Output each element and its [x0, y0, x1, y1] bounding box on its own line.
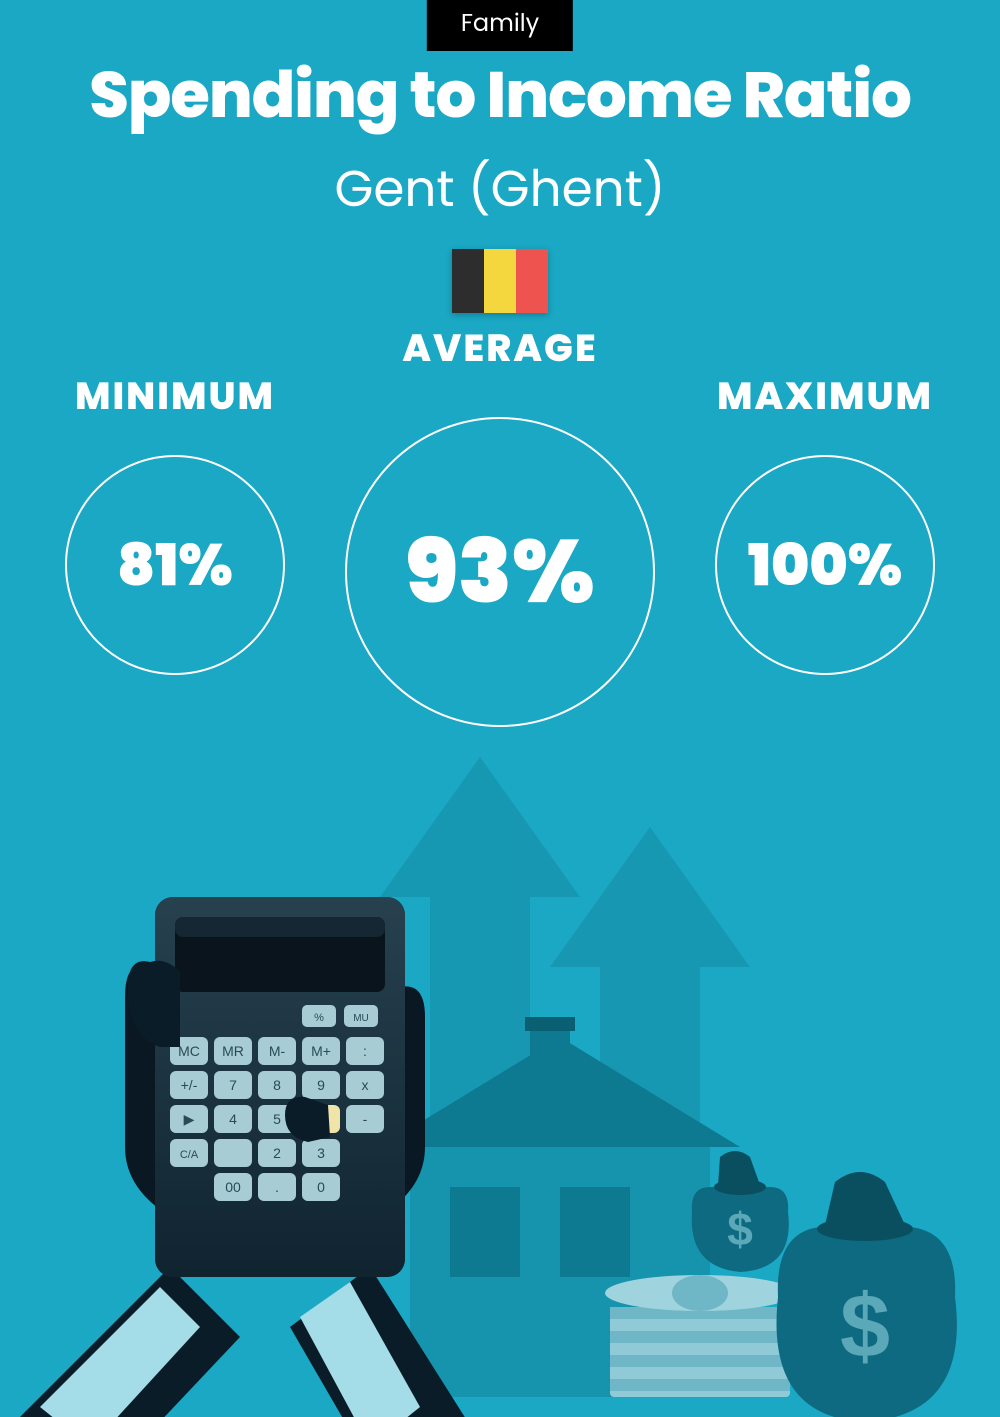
svg-text:-: - [363, 1111, 368, 1127]
svg-text:$: $ [727, 1203, 753, 1255]
svg-text:M-: M- [269, 1043, 286, 1059]
svg-text:2: 2 [273, 1145, 281, 1161]
minimum-label: MINIMUM [75, 368, 275, 425]
average-label: AVERAGE [402, 320, 597, 377]
svg-text:x: x [362, 1077, 369, 1093]
page-subtitle: Gent (Ghent) [0, 151, 1000, 227]
svg-text:MR: MR [222, 1043, 244, 1059]
svg-text:4: 4 [229, 1111, 237, 1127]
svg-text:▶: ▶ [184, 1111, 195, 1127]
page-title: Spending to Income Ratio [0, 48, 1000, 143]
svg-text:7: 7 [229, 1077, 237, 1093]
svg-text:%: % [314, 1012, 324, 1024]
svg-text:M+: M+ [311, 1043, 331, 1059]
svg-text:3: 3 [317, 1145, 325, 1161]
svg-text:C/A: C/A [180, 1149, 199, 1161]
svg-text:.: . [275, 1179, 279, 1195]
svg-text::: : [363, 1043, 367, 1059]
belgium-flag-icon [452, 249, 548, 313]
maximum-circle: 100% [715, 455, 935, 675]
money-illustration-icon: $ $ [0, 717, 1000, 1417]
svg-text:9: 9 [317, 1077, 325, 1093]
illustration: $ $ [0, 717, 1000, 1417]
flag-stripe-black [452, 249, 484, 313]
stat-maximum: MAXIMUM 100% [715, 368, 935, 675]
stats-row: MINIMUM 81% AVERAGE 93% MAXIMUM 100% [0, 320, 1000, 727]
flag-stripe-yellow [484, 249, 516, 313]
maximum-label: MAXIMUM [717, 368, 933, 425]
svg-text:8: 8 [273, 1077, 281, 1093]
minimum-circle: 81% [65, 455, 285, 675]
stat-average: AVERAGE 93% [345, 320, 655, 727]
svg-text:+/-: +/- [181, 1077, 198, 1093]
stat-minimum: MINIMUM 81% [65, 368, 285, 675]
svg-text:5: 5 [273, 1111, 281, 1127]
maximum-value: 100% [748, 522, 902, 609]
tag-label: Family [461, 7, 539, 40]
svg-text:$: $ [840, 1277, 890, 1377]
svg-text:MC: MC [178, 1043, 200, 1059]
category-tag: Family [427, 0, 573, 51]
minimum-value: 81% [117, 522, 233, 609]
flag-stripe-red [516, 249, 548, 313]
svg-text:MU: MU [353, 1013, 369, 1024]
svg-text:0: 0 [317, 1179, 325, 1195]
average-circle: 93% [345, 417, 655, 727]
svg-text:00: 00 [225, 1179, 241, 1195]
average-value: 93% [405, 506, 594, 638]
